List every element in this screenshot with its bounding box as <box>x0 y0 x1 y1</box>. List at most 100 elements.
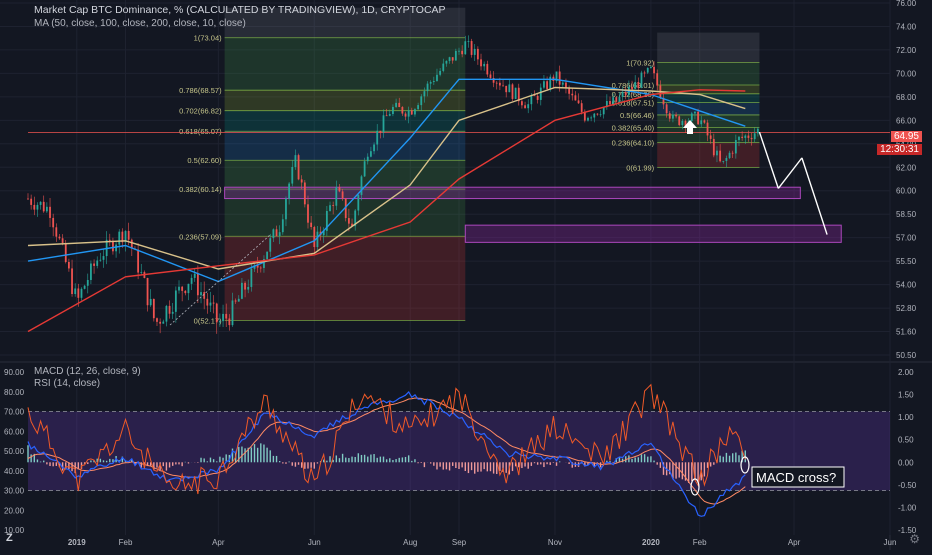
candle-body <box>732 153 734 154</box>
macd-histogram-bar <box>49 462 50 466</box>
candle-body <box>191 278 193 284</box>
macd-histogram-bar <box>443 462 444 469</box>
macd-histogram-bar <box>197 462 198 463</box>
fib-right-level-label: 0(61.99) <box>626 163 654 172</box>
macd-legend[interactable]: MACD (12, 26, close, 9) <box>34 366 141 377</box>
chart-title: Market Cap BTC Dominance, % (CALCULATED … <box>34 4 446 16</box>
macd-histogram-bar <box>266 448 267 463</box>
fib-right-level-label: 0.236(64.10) <box>612 139 655 148</box>
macd-histogram-bar <box>408 455 409 462</box>
macd-histogram-bar <box>27 445 28 462</box>
candle-body <box>584 112 586 121</box>
macd-histogram-bar <box>342 454 343 462</box>
macd-histogram-bar <box>713 462 714 464</box>
candle-body <box>301 179 303 182</box>
candle-body <box>166 306 168 322</box>
macd-histogram-bar <box>288 462 289 463</box>
candle-body <box>197 274 199 295</box>
macd-histogram-bar <box>87 462 88 464</box>
macd-histogram-bar <box>71 462 72 471</box>
candle-body <box>59 237 61 239</box>
candle-body <box>423 91 425 96</box>
macd-histogram-bar <box>540 462 541 464</box>
macd-histogram-bar <box>641 454 642 462</box>
candle-body <box>339 187 341 191</box>
candle-body <box>449 57 451 61</box>
macd-histogram-bar <box>471 462 472 470</box>
x-tick-label: Jun <box>884 538 897 547</box>
x-tick-label: Nov <box>548 538 562 547</box>
candle-body <box>590 118 592 119</box>
macd-histogram-bar <box>414 459 415 462</box>
macd-histogram-bar <box>207 461 208 462</box>
candle-body <box>364 161 366 176</box>
macd-histogram-bar <box>531 462 532 466</box>
macd-histogram-bar <box>487 462 488 471</box>
fib-left-level-label: 1(73.04) <box>194 34 222 43</box>
candle-body <box>408 110 410 116</box>
candle-body <box>458 51 460 52</box>
candle-body <box>515 88 517 99</box>
macd-histogram-bar <box>537 462 538 464</box>
rsi-tick-label: 30.00 <box>4 487 25 496</box>
candle-body <box>417 105 419 109</box>
rsi-legend[interactable]: RSI (14, close) <box>34 378 100 389</box>
candle-body <box>178 287 180 291</box>
ma-legend[interactable]: MA (50, close, 100, close, 200, close, 1… <box>34 18 246 29</box>
candle-body <box>446 61 448 64</box>
macd-histogram-bar <box>512 462 513 471</box>
candle-body <box>55 227 57 236</box>
x-tick-label: Sep <box>452 538 467 547</box>
candle-body <box>84 286 86 289</box>
candle-body <box>597 114 599 115</box>
candle-body <box>68 262 70 268</box>
candle-body <box>194 274 196 278</box>
candle-body <box>71 268 73 294</box>
macd-histogram-bar <box>465 462 466 471</box>
candle-body <box>373 145 375 152</box>
candle-body <box>62 238 64 243</box>
macd-histogram-bar <box>436 462 437 469</box>
candle-body <box>512 84 514 99</box>
candle-body <box>452 57 454 60</box>
candle-body <box>524 105 526 108</box>
candle-body <box>433 81 435 82</box>
candle-body <box>575 95 577 100</box>
macd-histogram-bar <box>109 459 110 462</box>
gear-icon[interactable]: ⚙ <box>909 532 920 546</box>
candle-body <box>436 75 438 81</box>
macd-histogram-bar <box>273 456 274 462</box>
candle-body <box>43 202 45 211</box>
candle-body <box>499 83 501 86</box>
macd-histogram-bar <box>251 447 252 462</box>
x-tick-label: Apr <box>212 538 225 547</box>
macd-histogram-bar <box>638 457 639 462</box>
tradingview-logo[interactable]: Z <box>6 532 13 544</box>
macd-histogram-bar <box>279 461 280 462</box>
candle-body <box>420 96 422 105</box>
candle-body <box>357 195 359 211</box>
last-price-tag: 64.95 <box>891 131 922 142</box>
candle-body <box>666 104 668 113</box>
candle-body <box>562 83 564 85</box>
macd-histogram-bar <box>241 447 242 463</box>
candle-body <box>634 82 636 89</box>
candle-body <box>477 49 479 59</box>
macd-histogram-bar <box>43 461 44 463</box>
macd-histogram-bar <box>644 454 645 462</box>
macd-histogram-bar <box>553 462 554 463</box>
macd-histogram-bar <box>282 462 283 463</box>
candle-body <box>744 136 746 138</box>
candle-body <box>716 151 718 156</box>
fib-right-top-zone <box>657 33 759 63</box>
fib-right-zone <box>657 63 759 85</box>
macd-histogram-bar <box>660 462 661 468</box>
macd-histogram-bar <box>380 457 381 463</box>
candle-body <box>543 81 545 87</box>
macd-histogram-bar <box>461 462 462 467</box>
candle-body <box>741 137 743 138</box>
candle-body <box>653 67 655 73</box>
candle-body <box>694 112 696 114</box>
candle-body <box>675 115 677 117</box>
